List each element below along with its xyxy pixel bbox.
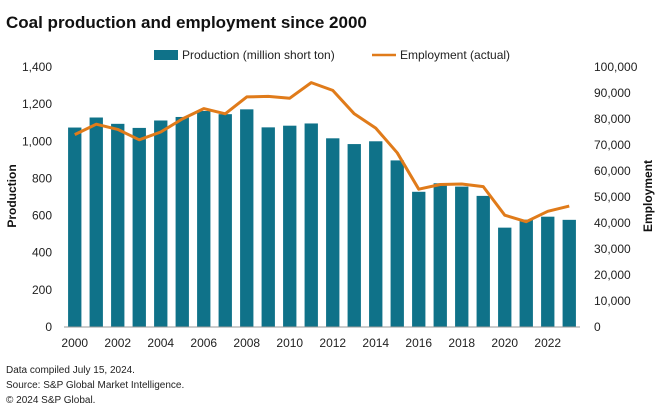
x-tick-label: 2014 [362, 336, 389, 350]
y2-tick-label: 70,000 [594, 138, 631, 152]
employment-line [74, 81, 570, 224]
production-bar [111, 123, 125, 327]
production-bar [541, 216, 555, 327]
legend: Production (million short ton) Employmen… [154, 48, 510, 62]
production-bar [261, 127, 275, 327]
y-tick-label: 600 [32, 209, 52, 223]
x-tick-label: 2012 [319, 336, 346, 350]
x-tick-label: 2020 [491, 336, 518, 350]
production-bar [175, 116, 189, 328]
footnote-compiled: Data compiled July 15, 2024. [6, 365, 135, 376]
production-bar [455, 186, 469, 327]
x-tick-label: 2008 [233, 336, 260, 350]
production-bar [519, 219, 533, 327]
production-bar [240, 109, 254, 327]
x-tick-label: 2022 [534, 336, 561, 350]
y2-tick-label: 10,000 [594, 294, 631, 308]
y-tick-label: 800 [32, 171, 52, 185]
x-tick-label: 2000 [61, 336, 88, 350]
legend-label-employment: Employment (actual) [400, 48, 510, 62]
production-bar [412, 191, 426, 327]
left-axis-ticks: 0 200 400 600 800 1,000 1,200 1,400 [22, 60, 52, 334]
y-tick-label: 200 [32, 283, 52, 297]
y-tick-label: 400 [32, 246, 52, 260]
y-tick-label: 1,400 [22, 60, 52, 74]
y2-tick-label: 40,000 [594, 216, 631, 230]
y2-tick-label: 60,000 [594, 164, 631, 178]
production-bar [476, 195, 490, 327]
y-axis-title: Production [5, 164, 19, 227]
production-bar [197, 111, 211, 327]
production-bar [154, 120, 168, 328]
y2-tick-label: 50,000 [594, 190, 631, 204]
y2-tick-label: 80,000 [594, 112, 631, 126]
x-axis-ticks: 2000 2002 2004 2006 2008 2010 2012 2014 2016 2018… [61, 336, 561, 350]
y2-tick-label: 0 [594, 320, 601, 334]
chart-title: Coal production and employment since 200… [6, 13, 367, 32]
y-tick-label: 0 [45, 320, 52, 334]
y-tick-label: 1,000 [22, 134, 52, 148]
footnote-source: Source: S&P Global Market Intelligence. [6, 380, 184, 391]
production-bar [369, 141, 383, 327]
footnote-copyright: © 2024 S&P Global. [6, 395, 95, 406]
y2-tick-label: 100,000 [594, 60, 638, 74]
production-bar [326, 138, 340, 327]
production-bar [218, 114, 232, 327]
y2-axis-title: Employment [641, 160, 655, 232]
x-tick-label: 2004 [147, 336, 174, 350]
production-bar [283, 125, 297, 327]
production-bar [132, 127, 146, 327]
x-tick-label: 2016 [405, 336, 432, 350]
y-tick-label: 1,200 [22, 97, 52, 111]
production-bar [347, 144, 361, 327]
x-tick-label: 2010 [276, 336, 303, 350]
y2-tick-label: 20,000 [594, 268, 631, 282]
production-bars [68, 109, 576, 328]
legend-swatch-production [154, 50, 178, 60]
x-tick-label: 2018 [448, 336, 475, 350]
x-tick-label: 2006 [190, 336, 217, 350]
production-bar [89, 117, 103, 327]
y2-tick-label: 30,000 [594, 242, 631, 256]
production-bar [562, 219, 576, 327]
legend-label-production: Production (million short ton) [182, 48, 335, 62]
production-bar [390, 160, 404, 327]
production-bar [498, 227, 512, 327]
production-bar [68, 127, 82, 327]
production-bar [304, 123, 318, 328]
production-bar [433, 183, 447, 327]
x-tick-label: 2002 [104, 336, 131, 350]
y2-tick-label: 90,000 [594, 86, 631, 100]
right-axis-ticks: 0 10,000 20,000 30,000 40,000 50,000 60,000 70,… [594, 60, 638, 334]
